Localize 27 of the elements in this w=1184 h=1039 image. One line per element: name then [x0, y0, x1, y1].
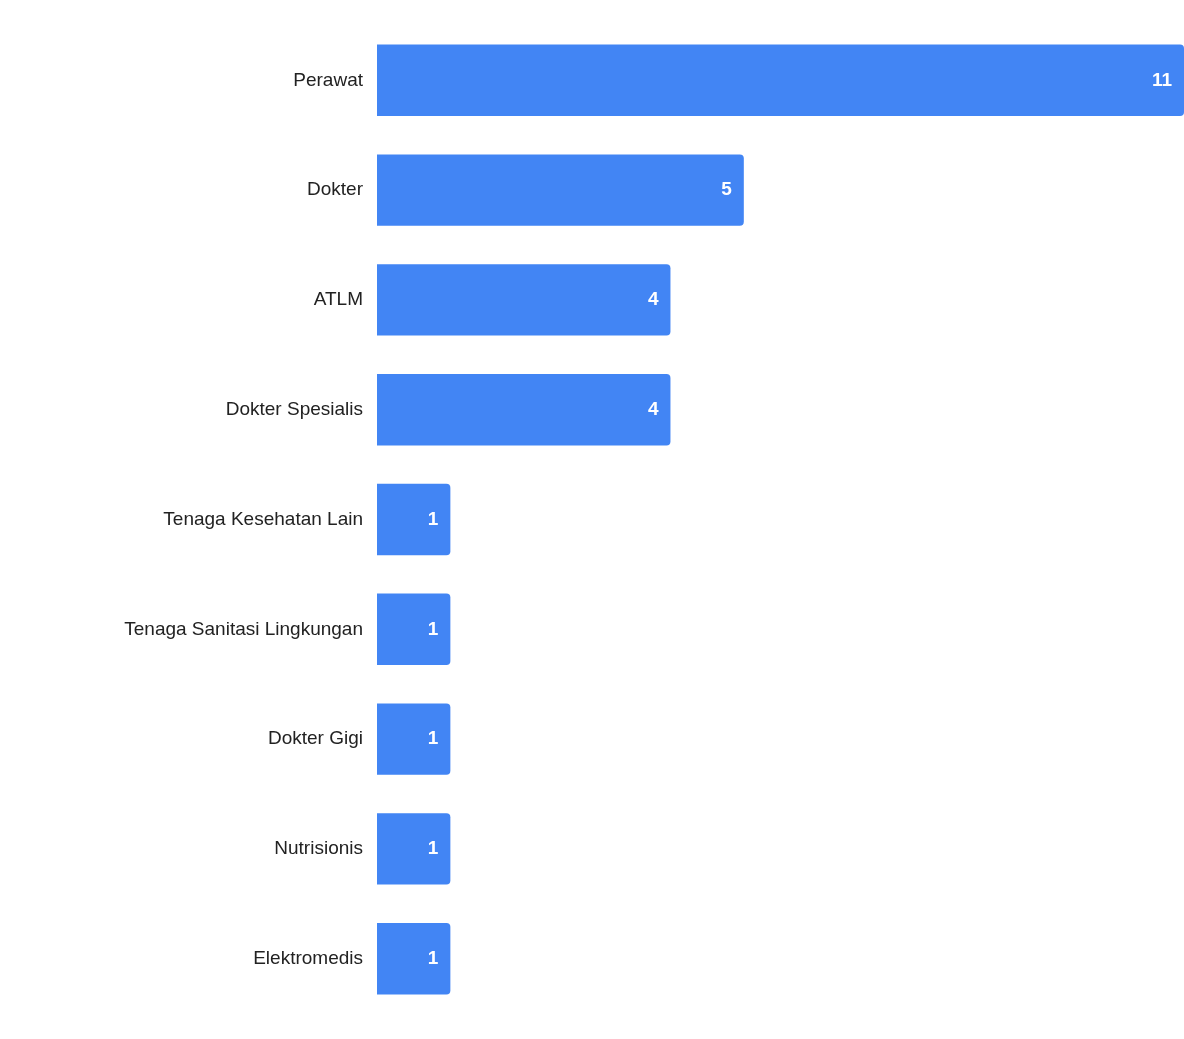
bar — [377, 593, 451, 665]
y-tick-label: Tenaga Kesehatan Lain — [163, 507, 363, 529]
y-tick-label: Nutrisionis — [274, 837, 363, 859]
data-label: 1 — [427, 837, 439, 859]
bar — [377, 813, 451, 885]
data-label: 4 — [647, 288, 659, 310]
bar — [377, 154, 744, 226]
data-label: 1 — [427, 727, 439, 749]
y-tick-label: Elektromedis — [253, 946, 363, 968]
data-label: 1 — [427, 946, 439, 968]
y-tick-label: ATLM — [313, 288, 363, 310]
y-tick-label: Dokter Spesialis — [225, 397, 363, 419]
bar — [377, 923, 451, 995]
bar — [377, 374, 671, 446]
y-tick-label: Dokter Gigi — [267, 727, 363, 749]
bar — [377, 264, 671, 336]
y-tick-label: Dokter — [307, 178, 364, 200]
bar — [377, 44, 1184, 116]
data-label: 5 — [721, 178, 733, 200]
data-label: 4 — [647, 397, 659, 419]
data-label: 1 — [427, 507, 439, 529]
data-label: 11 — [1151, 68, 1173, 90]
data-label: 1 — [427, 617, 439, 639]
bar — [377, 483, 451, 556]
bar — [377, 703, 451, 775]
y-tick-label: Tenaga Sanitasi Lingkungan — [124, 617, 363, 639]
y-tick-label: Perawat — [293, 68, 364, 90]
